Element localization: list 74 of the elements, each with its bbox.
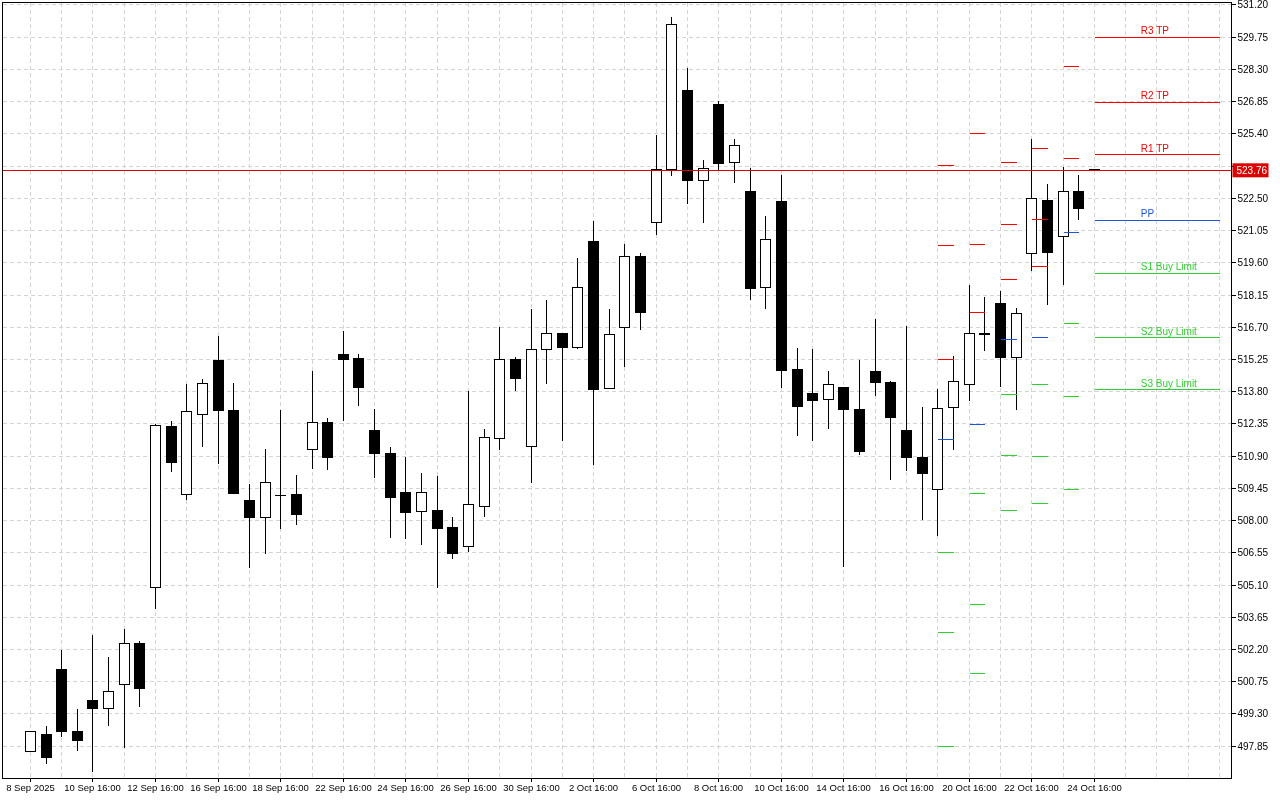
x-tick-label: 22 Sep 16:00: [315, 782, 372, 793]
x-tick-label: 8 Oct 16:00: [693, 782, 744, 793]
series-label: PP: [1140, 208, 1155, 220]
y-tick-label: 529.75: [1237, 31, 1269, 43]
candlestick: [338, 330, 349, 422]
y-tick-label: 502.20: [1237, 644, 1269, 656]
candlestick: [510, 356, 521, 392]
x-tick-label: 12 Sep 16:00: [127, 782, 184, 793]
y-tick-label: 510.90: [1237, 450, 1269, 462]
x-tick-label: 16 Sep 16:00: [190, 782, 247, 793]
x-tick-label: 6 Oct 16:00: [631, 782, 682, 793]
x-tick-label: 22 Oct 16:00: [1004, 782, 1059, 793]
candlestick: [103, 656, 114, 727]
y-tick-label: 509.45: [1237, 482, 1269, 494]
series-label: S2 Buy Limit: [1140, 325, 1198, 337]
candlestick: [41, 725, 52, 765]
y-tick-label: 528.30: [1237, 63, 1269, 75]
candlestick: [557, 332, 568, 442]
series-label: R3 TP: [1140, 25, 1170, 37]
y-tick-label: 500.75: [1237, 676, 1269, 688]
y-tick-label: 515.25: [1237, 353, 1269, 365]
y-tick-label: 503.65: [1237, 611, 1269, 623]
series-label: S1 Buy Limit: [1140, 261, 1198, 272]
series-label: S3 Buy Limit: [1140, 377, 1198, 389]
y-tick-label: 518.15: [1237, 289, 1269, 301]
ref-line-label: 523.76: [1236, 164, 1268, 176]
candlestick: [807, 348, 818, 442]
y-tick-label: 497.85: [1237, 740, 1269, 752]
y-tick-label: 513.80: [1237, 386, 1269, 398]
y-tick-label: 525.40: [1237, 128, 1269, 140]
y-tick-label: 508.00: [1237, 515, 1269, 527]
series-label: R2 TP: [1140, 90, 1170, 102]
y-tick-label: 499.30: [1237, 708, 1269, 720]
candlestick: [917, 406, 928, 521]
x-tick-label: 30 Sep 16:00: [503, 782, 560, 793]
y-tick-label: 519.60: [1237, 257, 1269, 269]
x-tick-label: 16 Oct 16:00: [879, 782, 934, 793]
x-tick-label: 14 Oct 16:00: [816, 782, 871, 793]
candlestick: [432, 475, 443, 589]
candlestick: [698, 159, 709, 224]
y-tick-label: 521.05: [1237, 225, 1269, 237]
candlestick: [838, 387, 849, 568]
candlestick: [729, 138, 740, 184]
series-label: R1 TP: [1140, 142, 1170, 154]
candlestick: [1073, 174, 1084, 221]
candlestick: [541, 299, 552, 385]
x-tick-label: 10 Oct 16:00: [754, 782, 809, 793]
x-tick-label: 20 Oct 16:00: [942, 782, 997, 793]
candlestick: [275, 409, 286, 530]
candlestick: [291, 474, 302, 526]
candlestick: [416, 472, 427, 546]
y-tick-label: 516.70: [1237, 321, 1269, 333]
y-tick-label: 526.85: [1237, 96, 1269, 108]
candlestick: [979, 296, 990, 352]
x-tick-label: 24 Oct 16:00: [1067, 782, 1122, 793]
y-tick-label: 522.50: [1237, 192, 1269, 204]
x-tick-label: 10 Sep 16:00: [64, 782, 121, 793]
x-tick-label: 18 Sep 16:00: [252, 782, 309, 793]
candlestick: [400, 456, 411, 540]
candlestick: [870, 318, 881, 397]
candlestick: [244, 483, 255, 569]
y-tick-label: 505.10: [1237, 579, 1269, 591]
y-tick-label: 531.20: [1237, 0, 1269, 11]
candlestick: [369, 408, 380, 479]
x-tick-label: 8 Sep 2025: [6, 782, 55, 793]
x-tick-label: 2 Oct 16:00: [568, 782, 619, 793]
x-tick-label: 26 Sep 16:00: [440, 782, 497, 793]
candlestick: [25, 731, 36, 752]
candlestick: [823, 370, 834, 430]
y-tick-label: 512.35: [1237, 418, 1269, 430]
x-tick-label: 24 Sep 16:00: [377, 782, 434, 793]
y-tick-label: 506.55: [1237, 547, 1269, 559]
candlestick: [72, 708, 83, 752]
candlestick: [87, 634, 98, 773]
